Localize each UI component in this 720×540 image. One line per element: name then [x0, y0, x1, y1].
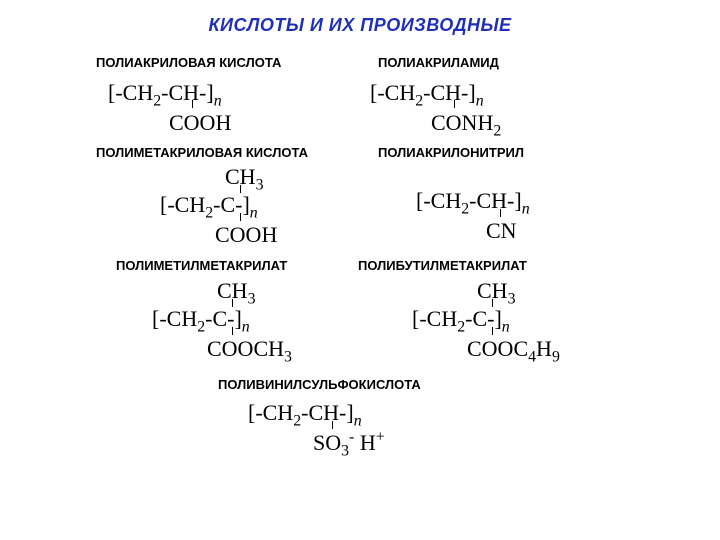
polyvinylsulfonic-acid-label: ПОЛИВИНИЛСУЛЬФОКИСЛОТА [218, 377, 421, 392]
polymethacrylic-acid-bond-1 [240, 213, 241, 221]
polyvinylsulfonic-acid-bond-0 [332, 421, 333, 429]
polyacrylonitrile-backbone: [-CH2-CH-]n [416, 188, 530, 214]
polyacrylamide-pendant-0: CONH2 [431, 110, 501, 136]
polybutylmethacrylate-bond-1 [492, 327, 493, 335]
polymethylmethacrylate-backbone: [-CH2-C-]n [152, 306, 250, 332]
polyacrylamide-backbone: [-CH2-CH-]n [370, 80, 484, 106]
polyacrylonitrile-bond-0 [500, 209, 501, 217]
polyacrylamide-bond-0 [454, 100, 455, 108]
polymethylmethacrylate-label: ПОЛИМЕТИЛМЕТАКРИЛАТ [116, 258, 287, 273]
polymethylmethacrylate-pendant-0: CH3 [217, 278, 255, 304]
polybutylmethacrylate-backbone: [-CH2-C-]n [412, 306, 510, 332]
polybutylmethacrylate-pendant-1: COOC4H9 [467, 336, 560, 362]
polyacrylic-acid-label: ПОЛИАКРИЛОВАЯ КИСЛОТА [96, 55, 281, 70]
polymethacrylic-acid-label: ПОЛИМЕТАКРИЛОВАЯ КИСЛОТА [96, 145, 308, 160]
polyacrylonitrile-label: ПОЛИАКРИЛОНИТРИЛ [378, 145, 524, 160]
polyacrylic-acid-pendant-0: COOH [169, 110, 231, 136]
polymethacrylic-acid-pendant-1: COOH [215, 222, 277, 248]
polymethacrylic-acid-backbone: [-CH2-C-]n [160, 192, 258, 218]
polyacrylic-acid-bond-0 [192, 100, 193, 108]
polybutylmethacrylate-label: ПОЛИБУТИЛМЕТАКРИЛАТ [358, 258, 527, 273]
polybutylmethacrylate-pendant-0: CH3 [477, 278, 515, 304]
polyacrylonitrile-pendant-0: CN [486, 218, 517, 244]
polyvinylsulfonic-acid-pendant-0: SO3- H+ [313, 430, 385, 456]
polyvinylsulfonic-acid-backbone: [-CH2-CH-]n [248, 400, 362, 426]
polyacrylic-acid-backbone: [-CH2-CH-]n [108, 80, 222, 106]
page-title: КИСЛОТЫ И ИХ ПРОИЗВОДНЫЕ [0, 15, 720, 36]
polymethacrylic-acid-pendant-0: CH3 [225, 164, 263, 190]
polymethylmethacrylate-pendant-1: COOCH3 [207, 336, 292, 362]
polymethylmethacrylate-bond-1 [232, 327, 233, 335]
polyacrylamide-label: ПОЛИАКРИЛАМИД [378, 55, 499, 70]
